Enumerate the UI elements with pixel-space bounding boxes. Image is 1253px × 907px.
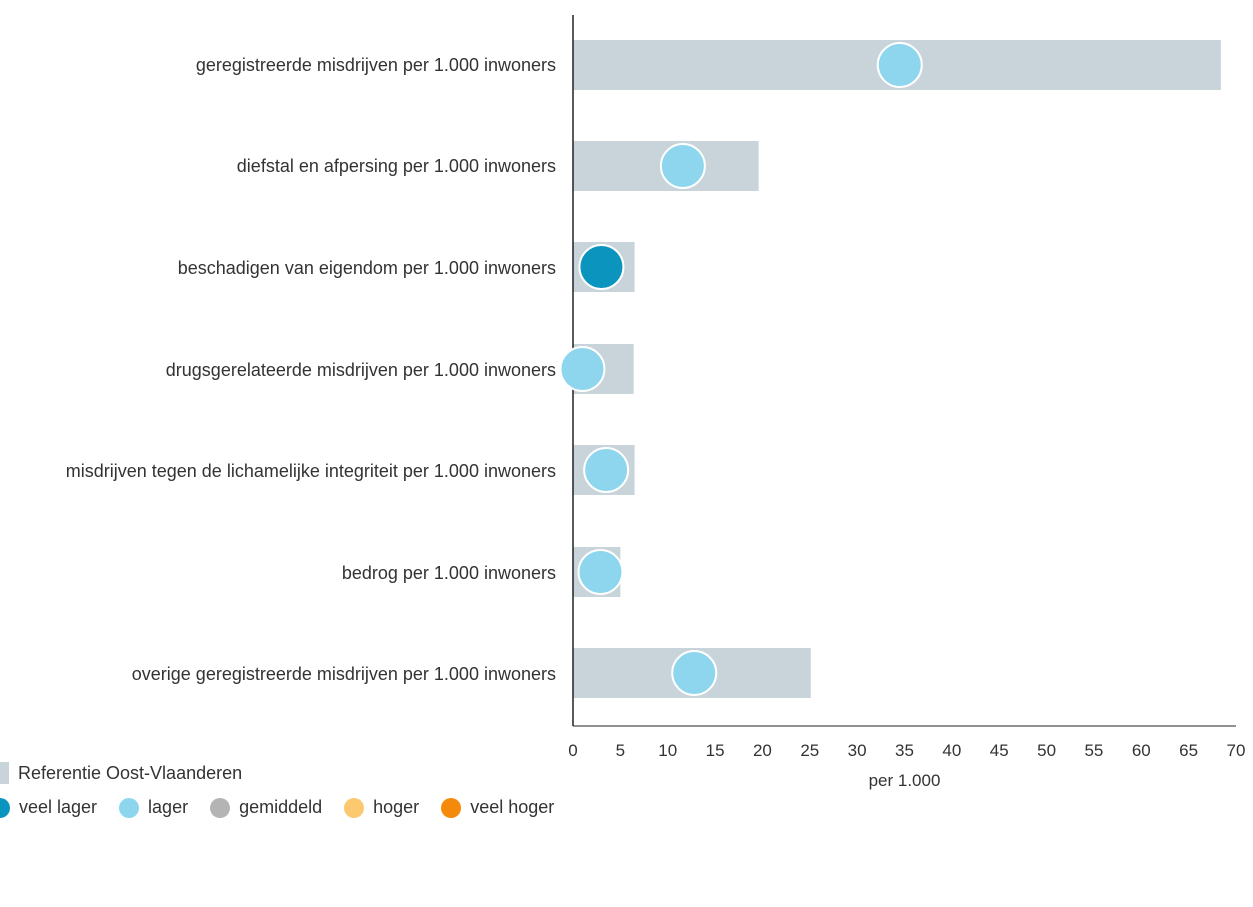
category-label: overige geregistreerde misdrijven per 1.…	[131, 664, 556, 684]
legend-item-label: hoger	[373, 797, 420, 817]
x-tick-label: 5	[616, 741, 625, 760]
x-tick-label: 65	[1179, 741, 1198, 760]
legend-item-label: veel hoger	[470, 797, 555, 817]
x-tick-label: 40	[942, 741, 961, 760]
x-tick-label: 20	[753, 741, 772, 760]
value-point	[659, 143, 706, 189]
value-point	[577, 549, 624, 595]
category-label: geregistreerde misdrijven per 1.000 inwo…	[195, 55, 556, 75]
legend-levels: veel lager lager gemiddeld hoger veel ho…	[0, 797, 576, 818]
chart-plot-area: 0 5 10 15 20 25 30 35 40 45 50 55 60 65 70 per 1.000	[559, 15, 1246, 790]
x-tick-label: 15	[706, 741, 725, 760]
legend-reference-label: Referentie Oost-Vlaanderen	[18, 762, 243, 783]
x-axis-title: per 1.000	[869, 771, 941, 790]
category-label: misdrijven tegen de lichamelijke integri…	[65, 461, 556, 481]
legend-item: hoger	[344, 797, 419, 818]
x-tick-label: 30	[848, 741, 867, 760]
legend-reference: Referentie Oost-Vlaanderen	[0, 762, 242, 784]
category-label: bedrog per 1.000 inwoners	[341, 563, 556, 583]
legend-dot-icon	[210, 797, 231, 818]
legend-item: veel hoger	[441, 797, 554, 818]
legend-item-label: lager	[148, 797, 189, 817]
legend-item: veel lager	[0, 797, 97, 818]
value-point	[876, 42, 923, 88]
legend-item: lager	[119, 797, 188, 818]
value-point	[559, 346, 606, 392]
value-point	[578, 244, 625, 290]
legend-dot-icon	[119, 797, 140, 818]
x-tick-label: 25	[800, 741, 819, 760]
category-label: diefstal en afpersing per 1.000 inwoners	[236, 156, 556, 176]
x-tick-label: 70	[1227, 741, 1246, 760]
legend-dot-icon	[344, 797, 365, 818]
legend-item: gemiddeld	[210, 797, 322, 818]
legend-dot-icon	[441, 797, 462, 818]
category-label: drugsgerelateerde misdrijven per 1.000 i…	[165, 360, 556, 380]
legend-dot-icon	[0, 797, 10, 818]
legend-item-label: gemiddeld	[239, 797, 323, 817]
x-tick-label: 10	[658, 741, 677, 760]
category-label: beschadigen van eigendom per 1.000 inwon…	[177, 258, 556, 278]
value-point	[583, 447, 630, 493]
x-tick-label: 35	[895, 741, 914, 760]
x-tick-label: 60	[1132, 741, 1151, 760]
x-tick-label: 50	[1037, 741, 1056, 760]
value-point	[671, 650, 718, 696]
x-tick-label: 45	[990, 741, 1009, 760]
legend-reference-swatch	[0, 762, 9, 784]
x-tick-label: 0	[568, 741, 577, 760]
legend-item-label: veel lager	[19, 797, 98, 817]
x-tick-label: 55	[1084, 741, 1103, 760]
